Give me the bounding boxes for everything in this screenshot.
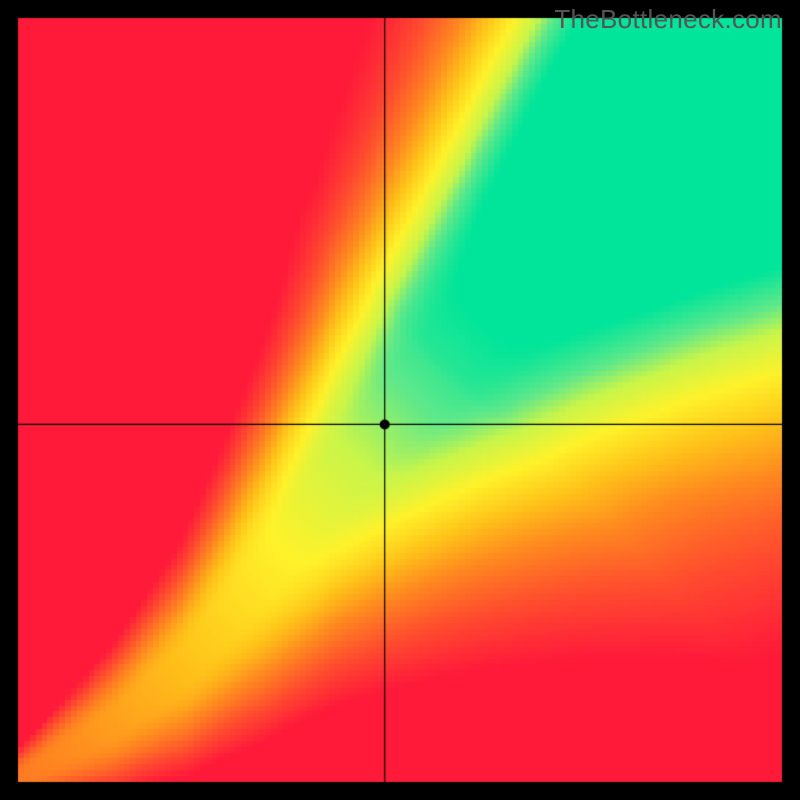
watermark-text: TheBottleneck.com: [554, 4, 782, 35]
chart-frame: TheBottleneck.com: [0, 0, 800, 800]
heatmap-canvas: [0, 0, 800, 800]
